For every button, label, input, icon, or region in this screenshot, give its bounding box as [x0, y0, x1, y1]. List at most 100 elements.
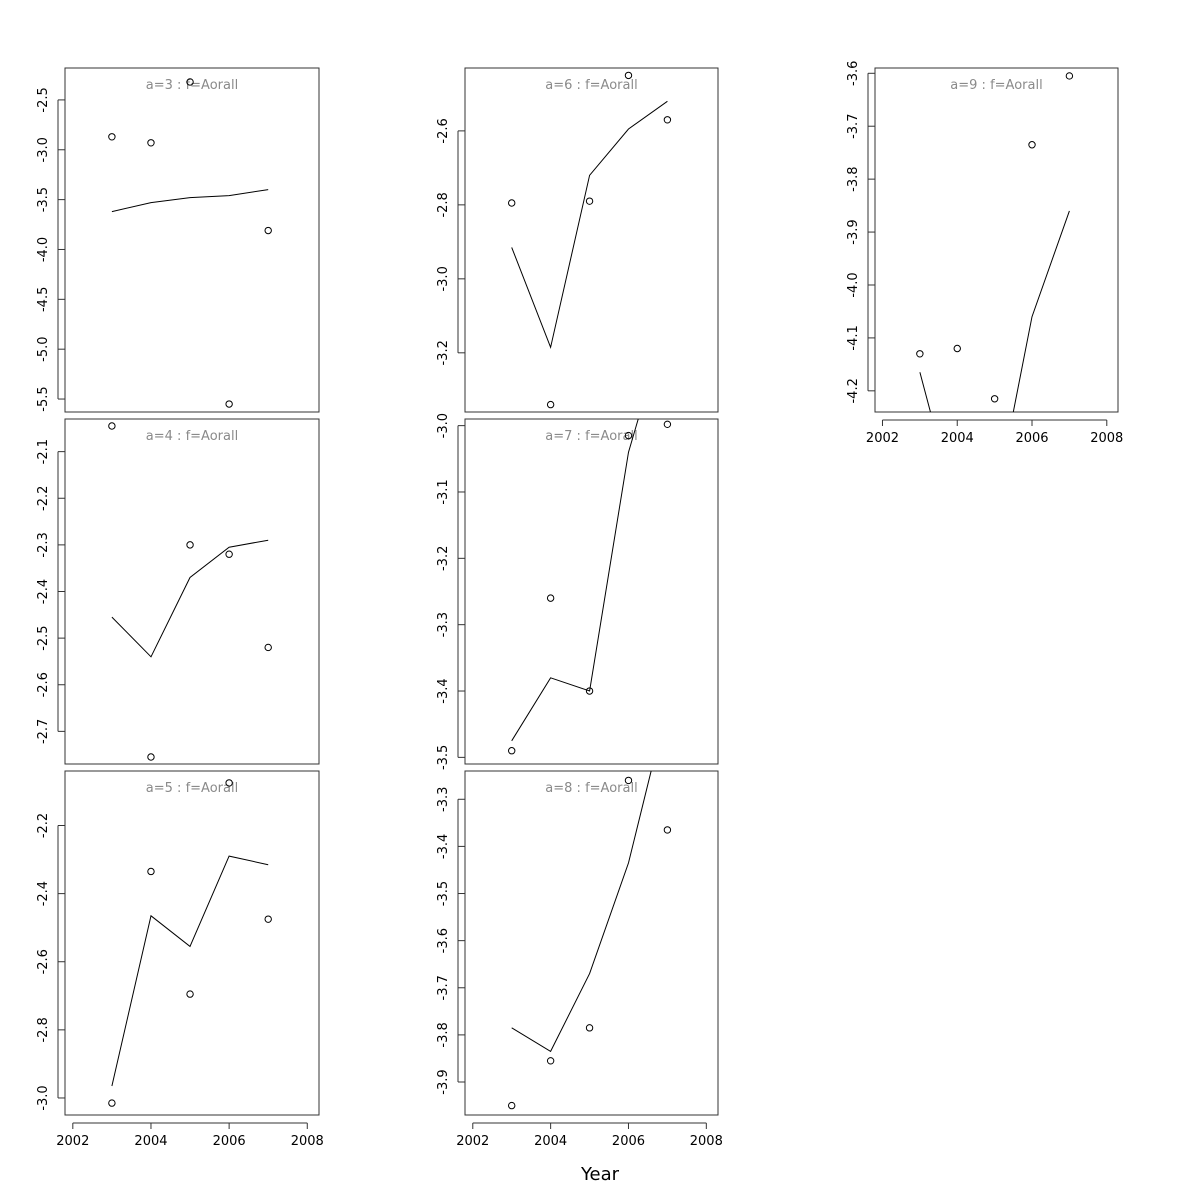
panel-6: a=8 : f=Aorall-3.3-3.4-3.5-3.6-3.7-3.8-3… [436, 770, 723, 1149]
y-tick-label: -3.4 [436, 678, 451, 703]
data-point [108, 133, 116, 141]
data-point [585, 197, 594, 205]
fitted-line [111, 855, 269, 1087]
x-axis-label: Year [580, 1164, 620, 1185]
x-tick-label: 2002 [56, 1134, 89, 1149]
data-point [953, 344, 961, 353]
data-point [147, 139, 155, 147]
y-tick-label: -2.4 [36, 579, 51, 604]
data-point [186, 990, 194, 998]
y-tick-label: -3.9 [436, 1069, 451, 1094]
y-tick-label: -3.8 [846, 166, 861, 191]
data-point [1065, 72, 1074, 80]
panel-title: a=5 : f=Aorall [146, 781, 238, 796]
data-point [108, 1099, 116, 1107]
y-axis: -2.5 -3.0 -3.5 -4.0 -4.5 -5.0 -5.5 [36, 87, 65, 412]
y-tick-label: -3.6 [436, 928, 451, 953]
fitted-line [511, 419, 639, 742]
data-point [624, 431, 633, 440]
data-point [990, 395, 999, 403]
y-tick-label: -5.0 [36, 336, 51, 361]
x-tick-label: 2008 [291, 1134, 324, 1149]
y-tick-label: -3.2 [436, 340, 451, 365]
y-tick-label: -3.3 [436, 787, 451, 812]
data-point [585, 1024, 594, 1032]
data-point [546, 594, 555, 602]
data-point [546, 1057, 555, 1065]
data-point [585, 687, 594, 695]
data-point [508, 1101, 516, 1110]
y-tick-label: -2.4 [36, 881, 51, 906]
panel-title: a=4 : f=Aorall [146, 429, 238, 444]
x-axis: 2002 2004 2006 2008 [866, 419, 1123, 446]
plot-frame [64, 418, 320, 765]
plot-frame [464, 67, 719, 413]
data-point [264, 643, 272, 652]
y-tick-label: -5.5 [36, 386, 51, 411]
data-point [186, 541, 194, 549]
data-point [663, 826, 672, 834]
panel-1: a=3 : f=Aorall -2.5 -3.0 -3.5 -4.0 -4.5 -5.0 -5… [36, 67, 320, 413]
y-tick-label: -2.6 [436, 118, 451, 143]
y-tick-label: -4.0 [846, 272, 861, 297]
panel-5: a=7 : f=Aorall -3.0 -3.1 -3.2 -3.3 -3.4 -3.5 [436, 413, 719, 770]
x-tick-label: 2006 [213, 1134, 246, 1149]
x-tick-label: 2002 [866, 431, 899, 446]
fitted-line [511, 100, 668, 350]
y-tick-label: -3.9 [846, 219, 861, 244]
x-axis: 2002 2004 2006 2008 [56, 1122, 324, 1149]
x-tick-label: 2002 [456, 1134, 489, 1149]
plot-frame [464, 418, 719, 765]
y-tick-label: -2.6 [36, 949, 51, 974]
y-tick-label: -2.5 [36, 87, 51, 112]
data-point [508, 199, 516, 207]
x-tick-label: 2006 [1015, 431, 1048, 446]
panel-title: a=6 : f=Aorall [545, 78, 637, 93]
plot-frame [464, 770, 719, 1116]
x-tick-label: 2008 [1090, 431, 1123, 446]
y-axis: -3.6 -3.7 -3.8 -3.9 -4.0 -4.1 -4.2 [846, 61, 875, 404]
y-tick-label: -3.0 [436, 266, 451, 291]
x-axis: 2002 2004 2006 2008 [456, 1122, 723, 1149]
y-tick-label: -3.8 [436, 1022, 451, 1047]
y-tick-label: -3.2 [436, 546, 451, 571]
y-tick-label: -3.6 [846, 61, 861, 86]
y-tick-label: -2.1 [36, 439, 51, 464]
data-point [147, 753, 155, 761]
data-point [624, 776, 633, 785]
data-point [916, 350, 924, 358]
y-axis: -3.3 -3.4 -3.5 -3.6 -3.7 -3.8 -3.9 [436, 787, 465, 1095]
fitted-line [111, 539, 269, 658]
x-tick-label: 2004 [134, 1134, 167, 1149]
data-point [663, 116, 672, 124]
y-tick-label: -4.5 [36, 287, 51, 312]
data-point [624, 71, 633, 80]
plot-frame [64, 67, 320, 413]
y-tick-label: -2.8 [436, 192, 451, 217]
y-tick-label: -3.4 [436, 834, 451, 859]
data-point [108, 422, 116, 430]
data-point [264, 226, 272, 235]
y-axis: -2.1 -2.2 -2.3 -2.4 -2.5 -2.6 -2.7 [36, 439, 65, 744]
y-tick-label: -3.0 [36, 1085, 51, 1110]
x-tick-label: 2004 [941, 431, 974, 446]
plot-frame [64, 770, 320, 1116]
y-tick-label: -3.0 [36, 137, 51, 162]
data-point [225, 550, 233, 558]
data-point [264, 915, 272, 923]
y-tick-label: -3.7 [436, 975, 451, 1000]
y-tick-label: -3.0 [436, 413, 451, 438]
data-point [1028, 141, 1036, 149]
data-point [663, 420, 672, 429]
y-tick-label: -3.1 [436, 479, 451, 504]
data-point [225, 779, 233, 787]
y-tick-label: -3.3 [436, 612, 451, 637]
data-point [186, 78, 194, 86]
x-tick-label: 2006 [612, 1134, 645, 1149]
y-tick-label: -4.0 [36, 237, 51, 262]
y-tick-label: -2.8 [36, 1017, 51, 1042]
y-axis: -3.0 -3.1 -3.2 -3.3 -3.4 -3.5 [436, 413, 465, 770]
fitted-line [511, 771, 652, 1053]
y-tick-label: -3.5 [36, 187, 51, 212]
